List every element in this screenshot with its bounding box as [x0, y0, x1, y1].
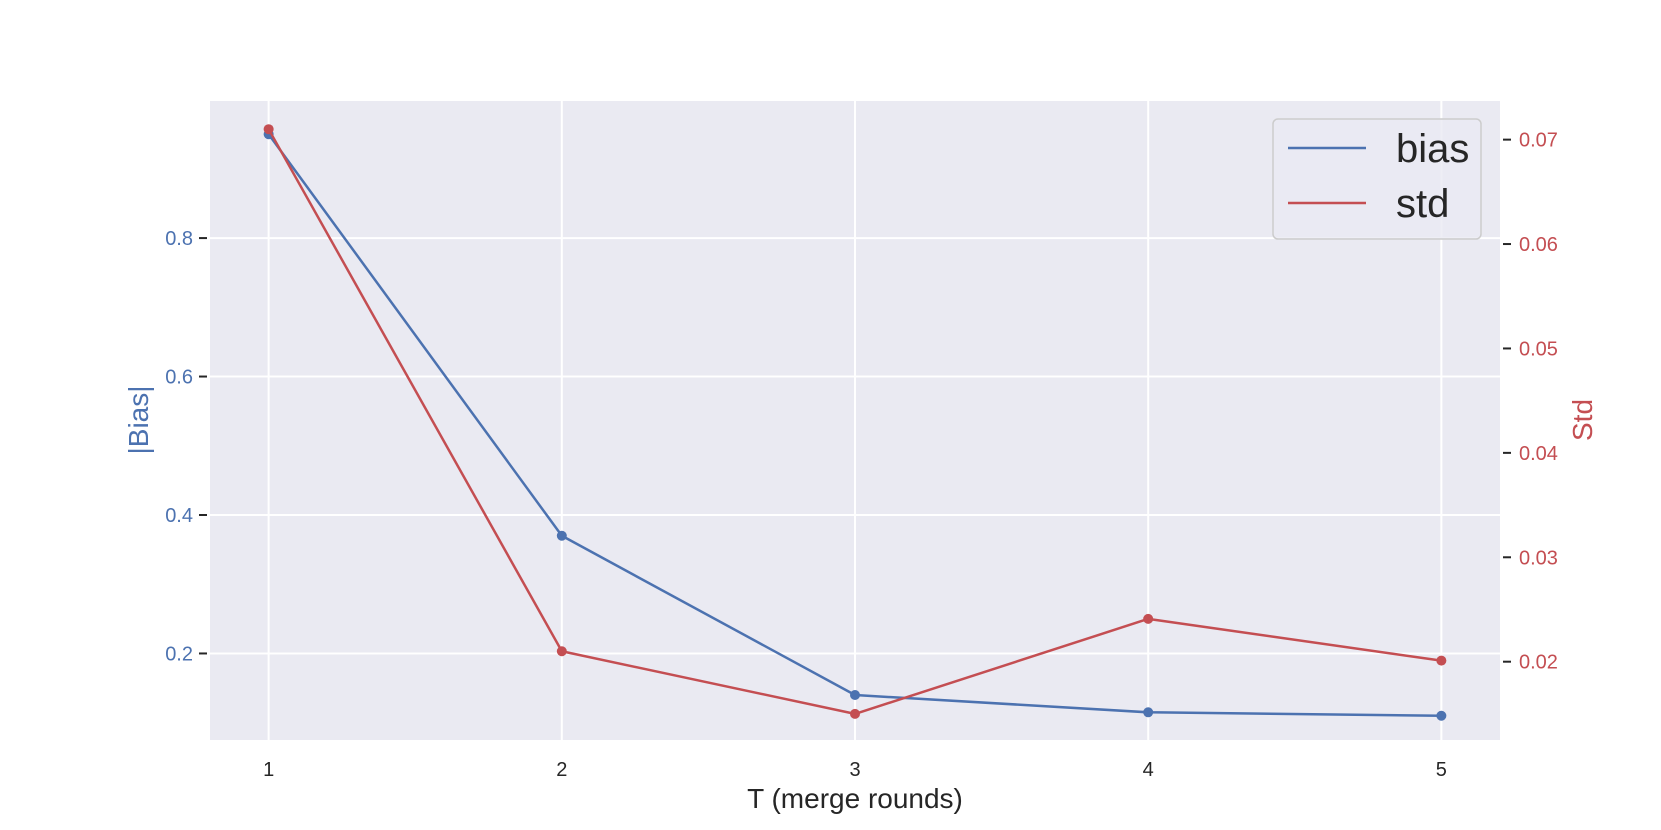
- x-tick-label: 5: [1436, 759, 1447, 781]
- data-point-std: [850, 708, 860, 719]
- legend-label-std: std: [1396, 182, 1449, 226]
- left-y-tick-label: 0.2: [165, 643, 193, 665]
- x-tick-label: 3: [849, 759, 860, 781]
- legend-label-bias: bias: [1396, 127, 1469, 171]
- data-point-std: [263, 124, 274, 135]
- left-y-tick-label: 0.6: [165, 367, 193, 389]
- data-point-bias: [1143, 707, 1154, 718]
- x-tick-label: 2: [556, 759, 567, 781]
- left-y-tick-label: 0.4: [165, 505, 193, 527]
- left-y-axis-label: |Bias|: [123, 385, 154, 454]
- left-y-tick-label: 0.8: [165, 228, 193, 250]
- data-point-bias: [850, 690, 860, 700]
- right-y-tick-label: 0.07: [1519, 130, 1558, 152]
- data-point-bias: [556, 530, 567, 541]
- axes-layer: 1 2 3 4 5 0.2 0.4 0.6 0.8 0.02 0.03 0.04 0.05 0.06 0.0…: [165, 130, 1558, 781]
- x-tick-label: 4: [1143, 759, 1154, 781]
- x-axis-label: T (merge rounds): [747, 783, 963, 814]
- right-y-tick-label: 0.05: [1519, 338, 1558, 360]
- data-point-std: [1436, 655, 1447, 666]
- data-point-std: [556, 646, 567, 657]
- x-tick-label: 1: [263, 759, 274, 781]
- data-point-std: [1143, 613, 1154, 624]
- right-y-axis-label: Std: [1567, 399, 1598, 441]
- right-y-tick-label: 0.04: [1519, 443, 1558, 465]
- data-point-bias: [1436, 710, 1447, 721]
- right-y-tick-label: 0.06: [1519, 234, 1558, 256]
- right-y-tick-label: 0.03: [1519, 547, 1558, 569]
- legend: bias std: [1272, 118, 1482, 240]
- series-layer: [263, 124, 1447, 721]
- right-y-tick-label: 0.02: [1519, 652, 1558, 674]
